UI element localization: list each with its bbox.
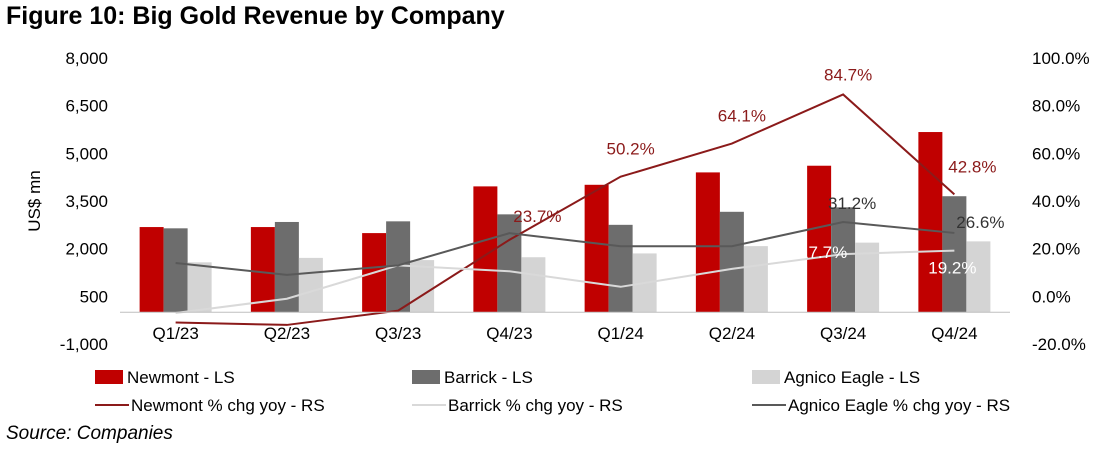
bar xyxy=(695,172,720,313)
left-axis-tick-label: -1,000 xyxy=(60,335,108,354)
data-label: 64.1% xyxy=(718,107,766,126)
bar xyxy=(187,262,212,313)
bar xyxy=(410,260,435,313)
x-axis-tick-label: Q3/24 xyxy=(820,324,866,343)
x-axis-tick-label: Q3/23 xyxy=(375,324,421,343)
legend-label: Barrick - LS xyxy=(444,368,533,387)
x-axis-tick-label: Q1/23 xyxy=(152,324,198,343)
bar xyxy=(966,241,991,313)
data-label: 84.7% xyxy=(824,65,872,84)
bar xyxy=(807,165,832,313)
left-axis-tick-label: 8,000 xyxy=(65,49,108,68)
legend-label: Newmont - LS xyxy=(127,368,235,387)
bar xyxy=(918,132,943,313)
right-axis-tick-label: 60.0% xyxy=(1032,144,1080,163)
bar-layer xyxy=(139,132,991,313)
data-label: 42.8% xyxy=(948,157,996,176)
x-axis-tick-label: Q1/24 xyxy=(597,324,643,343)
series-line xyxy=(175,220,955,276)
bar xyxy=(831,207,856,313)
legend-label: Agnico Eagle - LS xyxy=(784,368,920,387)
x-axis-tick-label: Q2/24 xyxy=(709,324,755,343)
axes-layer: -1,000 500 2,000 3,500 5,000 6,500 8,000 -20.0%… xyxy=(25,49,1090,354)
series-line xyxy=(175,93,956,326)
bar xyxy=(497,214,522,313)
left-axis-tick-label: 5,000 xyxy=(65,144,108,163)
line-layer xyxy=(175,93,956,326)
right-axis-tick-label: 20.0% xyxy=(1032,240,1080,259)
legend-label: Agnico Eagle % chg yoy - RS xyxy=(788,396,1010,415)
right-axis-tick-label: 0.0% xyxy=(1032,287,1071,306)
bar xyxy=(521,257,546,313)
bar xyxy=(743,246,768,313)
data-label: 26.6% xyxy=(956,213,1004,232)
bar xyxy=(584,184,609,313)
data-label: 17.7% xyxy=(799,243,847,262)
left-axis-tick-label: 6,500 xyxy=(65,97,108,116)
legend-label: Newmont % chg yoy - RS xyxy=(131,396,325,415)
x-axis-tick-label: Q4/23 xyxy=(486,324,532,343)
data-label-layer: 23.7% 50.2% 64.1% 84.7% 42.8% 17.7% 19.2% 31.2%… xyxy=(513,65,1004,277)
page-title: Figure 10: Big Gold Revenue by Company xyxy=(6,2,505,30)
legend-label: Barrick % chg yoy - RS xyxy=(448,396,623,415)
left-axis-tick-label: 500 xyxy=(80,287,108,306)
series-line xyxy=(175,249,955,315)
bar xyxy=(163,228,188,313)
source-note: Source: Companies xyxy=(6,423,173,444)
legend-swatch xyxy=(412,370,440,384)
data-label: 19.2% xyxy=(928,259,976,278)
x-axis-tick-label: Q2/23 xyxy=(264,324,310,343)
bar xyxy=(298,257,323,313)
bar xyxy=(719,211,744,313)
x-axis-tick-label: Q4/24 xyxy=(931,324,977,343)
left-axis-title: US$ mn xyxy=(25,170,44,231)
right-axis-tick-label: -20.0% xyxy=(1032,335,1086,354)
left-axis-tick-label: 3,500 xyxy=(65,192,108,211)
bar xyxy=(250,227,275,313)
right-axis-tick-label: 40.0% xyxy=(1032,192,1080,211)
right-axis-tick-label: 80.0% xyxy=(1032,97,1080,116)
bar xyxy=(608,224,633,313)
bar xyxy=(139,227,164,313)
legend: Newmont - LS Barrick - LS Agnico Eagle - L… xyxy=(95,368,1010,415)
data-label: 50.2% xyxy=(607,140,655,159)
bar xyxy=(942,196,967,313)
legend-swatch xyxy=(752,370,780,384)
data-label: 31.2% xyxy=(828,194,876,213)
legend-swatch xyxy=(95,370,123,384)
data-label: 23.7% xyxy=(513,207,561,226)
left-axis-tick-label: 2,000 xyxy=(65,240,108,259)
right-axis-tick-label: 100.0% xyxy=(1032,49,1090,68)
